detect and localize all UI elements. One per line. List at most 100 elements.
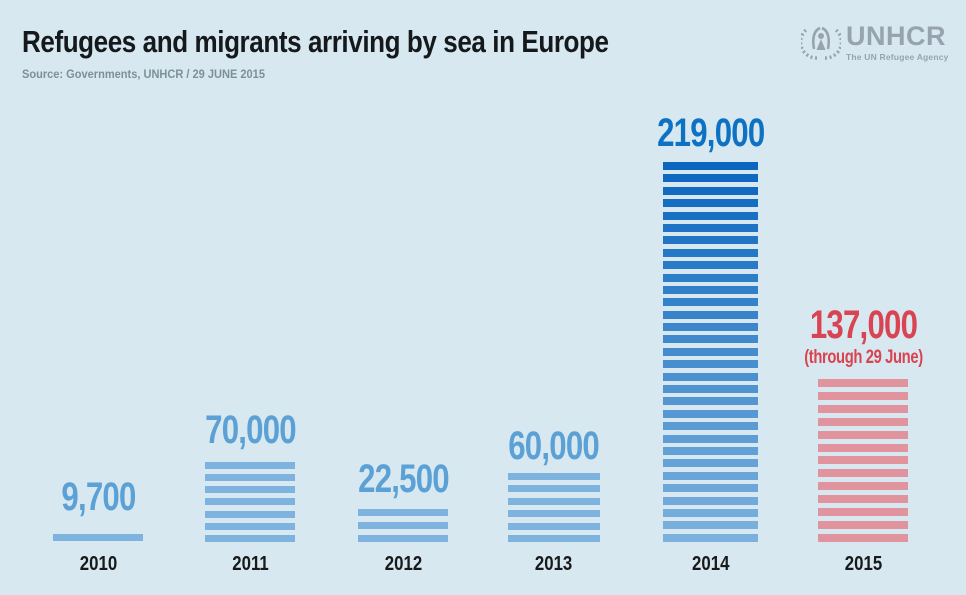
bar-stripe — [818, 430, 908, 439]
bar-stripe — [663, 273, 758, 282]
bar-stripe — [663, 186, 758, 195]
bar-stripe — [663, 508, 758, 517]
bar-stripe — [663, 471, 758, 480]
value-label-2013: 60,000 — [479, 424, 630, 469]
value-label-2015: 137,000 (through 29 June) — [789, 303, 936, 368]
value-label-2012: 22,500 — [329, 457, 476, 502]
bar-stripe — [663, 533, 758, 542]
year-label-2013: 2013 — [535, 553, 573, 575]
value-text: 22,500 — [357, 457, 450, 502]
unhcr-emblem-icon — [798, 19, 844, 66]
value-text: 219,000 — [656, 111, 765, 156]
bar-stripe — [663, 285, 758, 294]
bar-stripe — [663, 162, 758, 170]
bar-2010 — [53, 534, 143, 542]
bar-stripe — [818, 379, 908, 387]
bar-stripe — [818, 417, 908, 426]
year-label-2011: 2011 — [231, 553, 269, 575]
value-text: 137,000 — [809, 303, 917, 348]
bar-group-2011: 70,000 2011 — [205, 410, 297, 575]
year-label-2012: 2012 — [384, 553, 422, 575]
value-label-2011: 70,000 — [176, 408, 323, 453]
bar-group-2015: 137,000 (through 29 June) 2015 — [804, 305, 923, 575]
bar-2014 — [663, 162, 758, 542]
unhcr-logo-name: UNHCR — [846, 21, 946, 51]
bar-group-2013: 60,000 2013 — [508, 426, 600, 575]
bar-2012 — [358, 509, 448, 542]
bar-stripe — [508, 510, 600, 518]
bar-stripe — [358, 509, 448, 516]
bar-group-2014: 219,000 2014 — [657, 113, 765, 575]
bar-stripe — [508, 522, 600, 530]
unhcr-logo: UNHCR The UN Refugee Agency — [798, 19, 949, 66]
value-text: 9,700 — [60, 475, 136, 520]
bar-stripe — [663, 360, 758, 369]
unhcr-logo-tagline: The UN Refugee Agency — [846, 52, 949, 62]
unhcr-logo-text: UNHCR The UN Refugee Agency — [846, 21, 949, 63]
bar-stripe — [663, 347, 758, 356]
bar-stripe — [818, 520, 908, 529]
bar-stripe — [663, 323, 758, 332]
year-label-2015: 2015 — [844, 553, 882, 575]
source-note: Source: Governments, UNHCR / 29 JUNE 201… — [22, 67, 265, 81]
bar-stripe — [663, 261, 758, 270]
value-text: 70,000 — [204, 408, 297, 453]
bar-stripe — [358, 522, 448, 529]
bar-stripe — [358, 535, 448, 542]
bar-stripe — [205, 510, 295, 518]
bar-stripe — [663, 521, 758, 530]
bar-group-2012: 22,500 2012 — [358, 459, 450, 575]
bar-stripe — [205, 534, 295, 542]
bar-stripe — [818, 404, 908, 413]
year-label-2014: 2014 — [691, 553, 730, 575]
bar-stripe — [663, 496, 758, 505]
bar-stripe — [818, 533, 908, 542]
bar-stripe — [663, 446, 758, 455]
value-sublabel: (through 29 June) — [803, 346, 923, 368]
bar-stripe — [205, 474, 295, 482]
bar-group-2010: 9,700 2010 — [53, 477, 143, 575]
bar-2013 — [508, 473, 600, 542]
bar-stripe — [663, 372, 758, 381]
bar-stripe — [663, 248, 758, 257]
bar-stripe — [663, 385, 758, 394]
bar-stripe — [818, 482, 908, 491]
bar-stripe — [663, 397, 758, 406]
bar-stripe — [663, 422, 758, 431]
bar-stripe — [205, 498, 295, 506]
bar-stripe — [663, 236, 758, 245]
page-title: Refugees and migrants arriving by sea in… — [22, 24, 609, 59]
bar-stripe — [53, 534, 143, 541]
bar-stripe — [663, 310, 758, 319]
bar-2015 — [818, 379, 908, 542]
bar-stripe — [663, 335, 758, 344]
year-label-2010: 2010 — [79, 553, 117, 575]
bar-2011 — [205, 462, 295, 542]
value-text: 60,000 — [508, 424, 601, 469]
bar-stripe — [663, 211, 758, 220]
bar-stripe — [205, 522, 295, 530]
bar-stripe — [663, 409, 758, 418]
bar-stripe — [508, 497, 600, 505]
bar-stripe — [663, 484, 758, 493]
value-label-2010: 9,700 — [24, 475, 171, 520]
bar-stripe — [508, 473, 600, 480]
bar-stripe — [663, 434, 758, 443]
bar-stripe — [663, 298, 758, 307]
bar-stripe — [205, 486, 295, 494]
bar-stripe — [508, 534, 600, 542]
bar-stripe — [205, 462, 295, 469]
bar-stripe — [663, 199, 758, 208]
bar-stripe — [818, 508, 908, 517]
bar-stripe — [818, 391, 908, 400]
bar-stripe — [818, 495, 908, 504]
bar-stripe — [663, 174, 758, 183]
bar-stripe — [818, 456, 908, 465]
bar-stripe — [663, 459, 758, 468]
bar-stripe — [818, 469, 908, 478]
bar-stripe — [818, 443, 908, 452]
bar-stripe — [508, 485, 600, 493]
value-label-2014: 219,000 — [633, 111, 789, 156]
